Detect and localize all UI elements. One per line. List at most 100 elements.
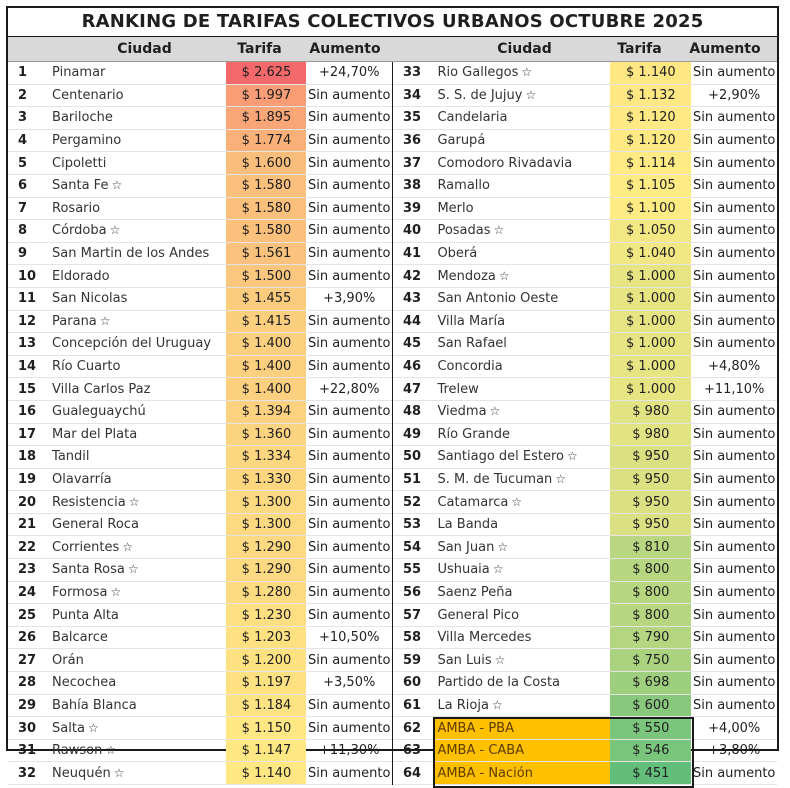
increase-cell: +3,80% bbox=[708, 743, 761, 759]
rank-cell: 14 bbox=[18, 359, 37, 375]
city-name: Olavarría bbox=[52, 471, 112, 487]
star-icon: ☆ bbox=[567, 449, 578, 464]
increase-cell: Sin aumento bbox=[306, 84, 394, 107]
rank-cell: 41 bbox=[403, 246, 422, 262]
table-row: 3 Bariloche $ 1.895 Sin aumento bbox=[8, 106, 394, 130]
city-name: Neuquén bbox=[52, 765, 111, 781]
table-row: 4 Pergamino $ 1.774 Sin aumento bbox=[8, 129, 394, 152]
table-row: 1 Pinamar $ 2.625 +24,70% bbox=[8, 62, 394, 85]
increase-cell: Sin aumento bbox=[692, 133, 776, 149]
rank-cell: 13 bbox=[18, 336, 37, 352]
rank-cell: 45 bbox=[403, 336, 422, 352]
table-row: 42 Mendoza ☆ $ 1.000 Sin aumento bbox=[393, 264, 777, 288]
city-name: Bariloche bbox=[52, 110, 113, 126]
city-cell: Corrientes ☆ bbox=[48, 536, 226, 559]
increase-cell: Sin aumento bbox=[692, 178, 776, 194]
city-name: AMBA - Nación bbox=[437, 765, 533, 781]
city-cell: Bahía Blanca bbox=[48, 694, 226, 717]
increase-cell: Sin aumento bbox=[306, 648, 394, 672]
table-row: 47 Trelew $ 1.000 +11,10% bbox=[393, 377, 777, 401]
fare-cell: $ 1.580 bbox=[226, 219, 307, 243]
rank-cell: 40 bbox=[403, 223, 422, 239]
fare-cell: $ 1.280 bbox=[226, 581, 307, 604]
increase-cell: +3,90% bbox=[306, 287, 394, 311]
increase-cell: Sin aumento bbox=[692, 539, 776, 555]
table-row: 9 San Martin de los Andes $ 1.561 Sin aumen… bbox=[8, 242, 394, 265]
city-cell: Río Grande bbox=[433, 423, 610, 446]
city-name: Bahía Blanca bbox=[52, 697, 137, 713]
increase-cell: +22,80% bbox=[306, 377, 394, 401]
increase-cell: Sin aumento bbox=[306, 445, 394, 469]
table-row: 16 Gualeguaychú $ 1.394 Sin aumento bbox=[8, 400, 394, 423]
fare-cell: $ 1.050 bbox=[610, 219, 692, 243]
city-cell: Eldorado bbox=[48, 265, 226, 288]
city-name: Santiago del Estero bbox=[437, 449, 564, 465]
city-cell: Santa Rosa ☆ bbox=[48, 559, 226, 582]
table-row: 10 Eldorado $ 1.500 Sin aumento bbox=[8, 264, 394, 288]
fare-cell: $ 1.132 bbox=[610, 84, 692, 107]
city-name: La Banda bbox=[437, 517, 499, 533]
header-fare: Tarifa bbox=[237, 41, 282, 57]
fare-cell: $ 1.140 bbox=[610, 62, 692, 85]
rank-cell: 19 bbox=[18, 471, 37, 487]
rank-cell: 48 bbox=[403, 404, 422, 420]
fare-cell: $ 810 bbox=[610, 535, 692, 559]
rank-cell: 57 bbox=[403, 607, 422, 623]
increase-cell: Sin aumento bbox=[306, 603, 394, 627]
table-row: 19 Olavarría $ 1.330 Sin aumento bbox=[8, 468, 394, 491]
rank-cell: 42 bbox=[403, 268, 422, 284]
city-name: Orán bbox=[52, 652, 84, 668]
city-name: San Antonio Oeste bbox=[437, 291, 559, 307]
city-cell: Rio Gallegos ☆ bbox=[433, 62, 610, 84]
table-row: 54 San Juan ☆ $ 810 Sin aumento bbox=[393, 535, 777, 559]
city-name: Concordia bbox=[437, 359, 503, 375]
city-name: Partido de la Costa bbox=[437, 675, 561, 691]
fare-cell: $ 1.000 bbox=[610, 332, 692, 356]
fare-cell: $ 1.360 bbox=[226, 423, 307, 446]
city-name: Cipoletti bbox=[52, 155, 107, 171]
fare-cell: $ 1.400 bbox=[226, 355, 307, 378]
table-row: 2 Centenario $ 1.997 Sin aumento bbox=[8, 84, 394, 107]
rank-cell: 55 bbox=[403, 562, 422, 578]
star-icon: ☆ bbox=[497, 539, 509, 554]
rank-cell: 44 bbox=[403, 313, 422, 329]
fare-cell: $ 1.300 bbox=[226, 513, 307, 536]
rank-cell: 4 bbox=[18, 133, 28, 149]
increase-cell: +11,10% bbox=[703, 381, 765, 397]
city-name: Punta Alta bbox=[52, 607, 119, 623]
city-cell: Mar del Plata bbox=[48, 423, 226, 446]
rank-cell: 51 bbox=[403, 471, 422, 487]
city-cell: AMBA - CABA bbox=[433, 739, 611, 762]
city-cell: AMBA - PBA bbox=[433, 716, 611, 740]
table-row: 55 Ushuaia ☆ $ 800 Sin aumento bbox=[393, 558, 777, 582]
header-increase: Aumento bbox=[309, 41, 381, 57]
city-cell: Partido de la Costa bbox=[433, 672, 610, 695]
table-row: 49 Río Grande $ 980 Sin aumento bbox=[393, 423, 777, 446]
fare-cell: $ 1.184 bbox=[226, 694, 307, 717]
rank-cell: 34 bbox=[403, 87, 422, 103]
rank-cell: 58 bbox=[403, 630, 422, 646]
city-cell: Trelew bbox=[433, 378, 610, 401]
rank-cell: 27 bbox=[18, 652, 37, 668]
increase-cell: Sin aumento bbox=[692, 246, 776, 262]
city-cell: Orán bbox=[48, 649, 226, 672]
table-row: 24 Formosa ☆ $ 1.280 Sin aumento bbox=[8, 581, 394, 604]
city-cell: General Roca bbox=[48, 513, 226, 536]
city-name: Comodoro Rivadavia bbox=[437, 155, 573, 171]
table-row: 31 Rawson ☆ $ 1.147 +11,30% bbox=[8, 739, 394, 762]
rank-cell: 5 bbox=[18, 155, 28, 171]
star-icon: ☆ bbox=[492, 562, 504, 577]
fare-cell: $ 800 bbox=[610, 581, 692, 604]
city-name: S. S. de Jujuy bbox=[437, 87, 523, 103]
increase-cell: Sin aumento bbox=[692, 630, 776, 646]
increase-cell: Sin aumento bbox=[306, 716, 394, 740]
increase-cell: Sin aumento bbox=[692, 291, 776, 307]
star-icon: ☆ bbox=[493, 223, 505, 238]
star-icon: ☆ bbox=[494, 652, 506, 667]
fare-cell: $ 800 bbox=[610, 558, 692, 582]
fare-cell: $ 451 bbox=[610, 761, 692, 785]
star-icon: ☆ bbox=[521, 65, 533, 80]
city-name: Pinamar bbox=[52, 65, 106, 81]
header-right: Ciudad Tarifa Aumento bbox=[388, 37, 768, 61]
table-row: 23 Santa Rosa ☆ $ 1.290 Sin aumento bbox=[8, 558, 394, 582]
